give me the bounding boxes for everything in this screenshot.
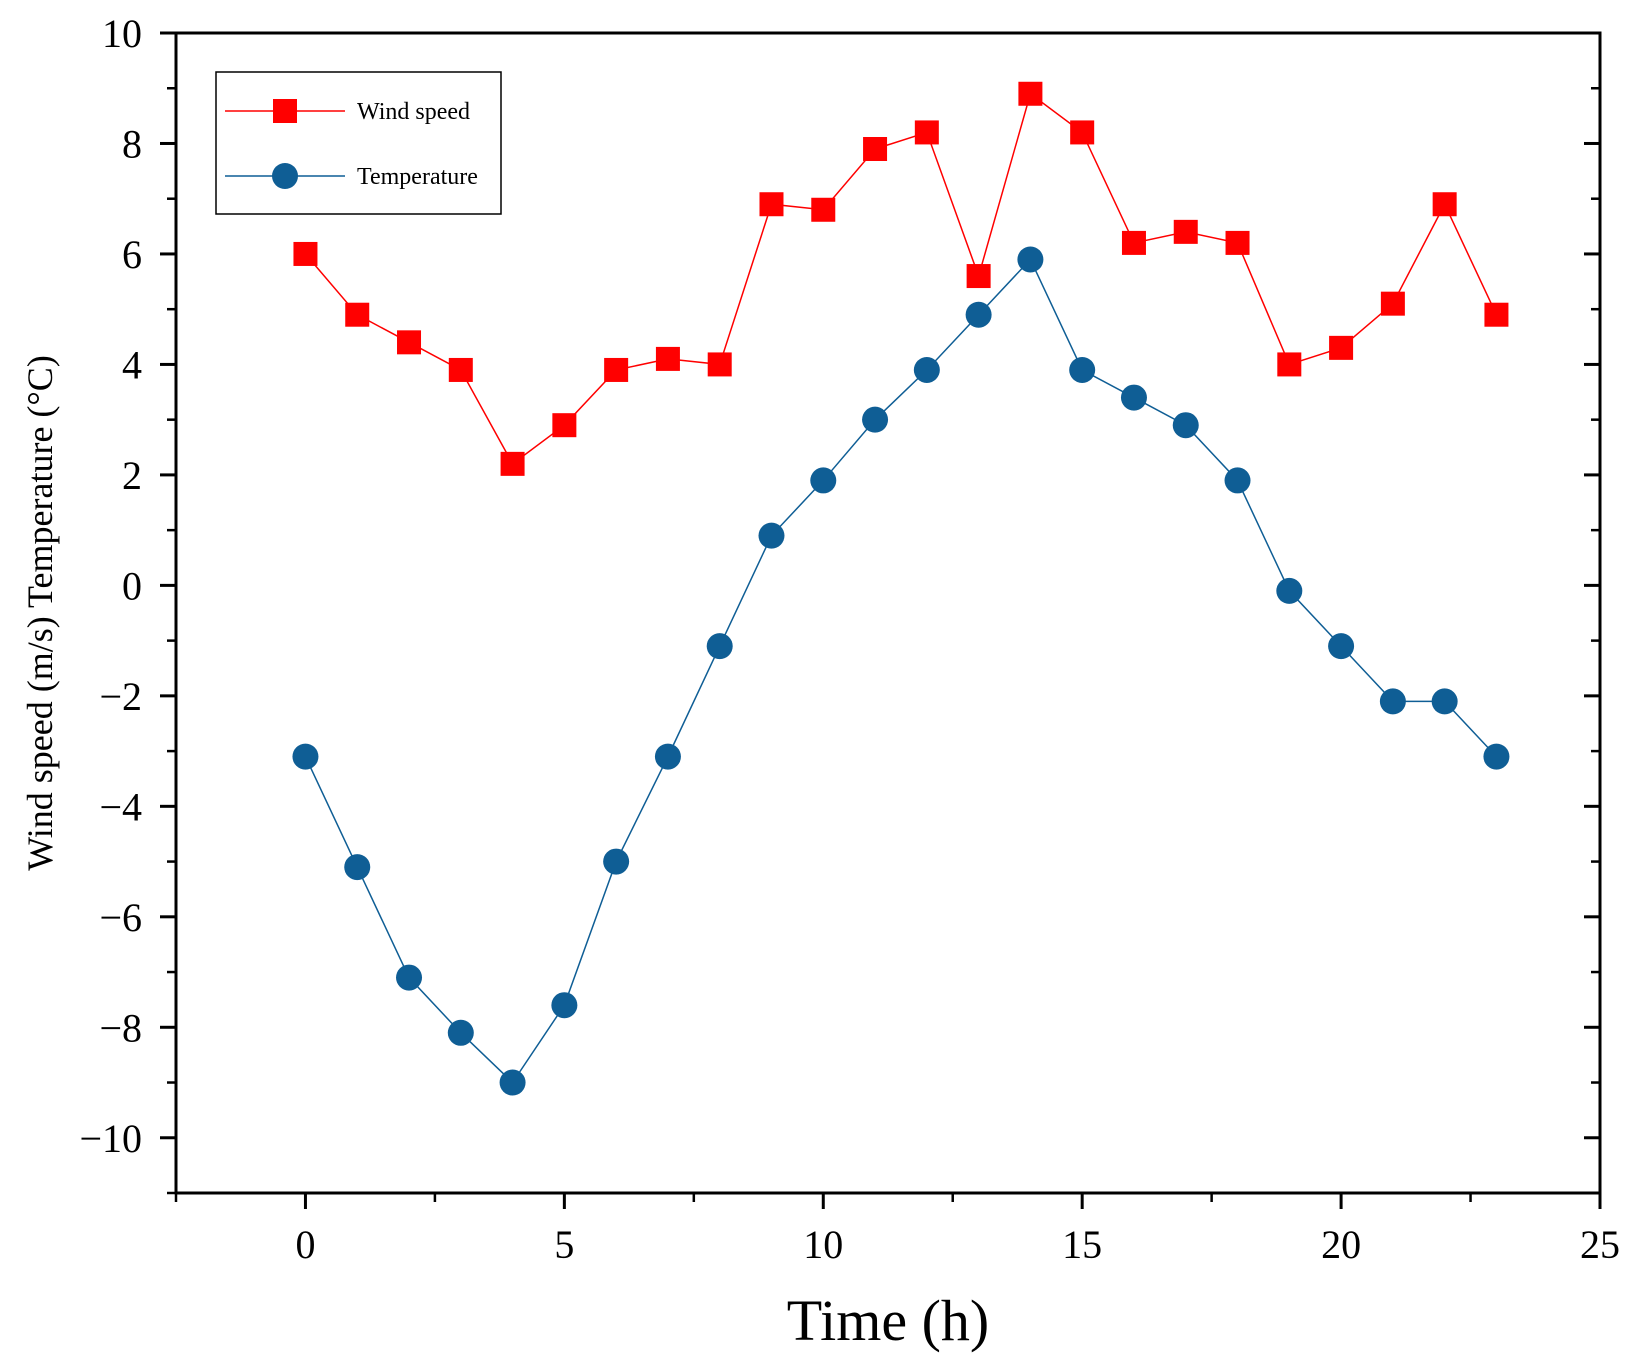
y-tick-label: −6 [99, 895, 142, 940]
series-line-temperature [304, 258, 1497, 1084]
temperature-point [654, 743, 681, 770]
legend-wind-marker [273, 99, 297, 123]
wind-speed-point [1225, 230, 1250, 255]
legend-wind-label: Wind speed [357, 99, 470, 125]
legend: Wind speed Temperature [215, 71, 502, 215]
wind-speed-point [604, 357, 629, 382]
minor-ticks [167, 86, 1600, 1202]
wind-speed-point [448, 357, 473, 382]
wind-speed-point [293, 241, 318, 266]
y-tick-label: 6 [122, 232, 142, 277]
wind-speed-point [707, 352, 732, 377]
temperature-point [810, 467, 837, 494]
series-lines [304, 92, 1498, 1084]
wind-speed-point [552, 413, 577, 438]
temperature-point [551, 992, 578, 1019]
temperature-point [1120, 384, 1147, 411]
temperature-point [706, 633, 733, 660]
temperature-point [1224, 467, 1251, 494]
y-tick-label: 0 [122, 563, 142, 608]
temperature-point [447, 1019, 474, 1046]
x-tick-label: 15 [1062, 1222, 1102, 1267]
temperature-point [1276, 577, 1303, 604]
plot-frame [174, 31, 1602, 1195]
y-tick-label: 10 [102, 11, 142, 56]
y-tick-label: −8 [99, 1005, 142, 1050]
y-axis-title: Wind speed (m/s) Temperature (°C) [20, 355, 60, 871]
wind-speed-point [655, 346, 680, 371]
wind-speed-point [1277, 352, 1302, 377]
temperature-point [1379, 688, 1406, 715]
wind-speed-point [1380, 291, 1405, 316]
wind-speed-point [1329, 335, 1354, 360]
temperature-point [292, 743, 319, 770]
y-tick-label: −4 [99, 784, 142, 829]
legend-box [215, 71, 502, 215]
temperature-point [1017, 246, 1044, 273]
wind-speed-point [1121, 230, 1146, 255]
wind-speed-point [1070, 120, 1095, 145]
temperature-point [603, 848, 630, 875]
x-tick-label: 5 [554, 1222, 574, 1267]
wind-speed-point [397, 330, 422, 355]
y-axis-ticks: 10 8 6 4 2 0 −2 −4 −6 −8 −10 [79, 11, 1600, 1161]
x-tick-label: 10 [803, 1222, 843, 1267]
x-tick-label: 20 [1321, 1222, 1361, 1267]
x-axis-title: Time (h) [787, 1288, 990, 1353]
y-tick-label: 8 [122, 121, 142, 166]
wind-speed-point [1432, 192, 1457, 217]
temperature-point [344, 854, 371, 881]
y-tick-label: −10 [79, 1116, 142, 1161]
x-tick-label: 25 [1580, 1222, 1620, 1267]
wind-speed-point [811, 197, 836, 222]
wind-speed-point [345, 302, 370, 327]
wind-speed-point [500, 451, 525, 476]
series-markers [292, 81, 1510, 1096]
x-axis-ticks: 0 5 10 15 20 25 [295, 1193, 1620, 1267]
temperature-point [1328, 633, 1355, 660]
temperature-point [1172, 412, 1199, 439]
wind-speed-point [1484, 302, 1509, 327]
wind-speed-point [914, 120, 939, 145]
temperature-point [396, 964, 423, 991]
wind-speed-point [966, 264, 991, 289]
temperature-point [1069, 356, 1096, 383]
y-tick-label: 2 [122, 453, 142, 498]
x-tick-label: 0 [295, 1222, 315, 1267]
temperature-point [913, 356, 940, 383]
y-tick-label: −2 [99, 674, 142, 719]
wind-speed-point [759, 192, 784, 217]
temperature-point [862, 406, 889, 433]
temperature-point [1431, 688, 1458, 715]
wind-speed-point [1173, 219, 1198, 244]
temperature-point [499, 1069, 526, 1096]
wind-speed-point [863, 137, 888, 161]
y-tick-label: 4 [122, 342, 142, 387]
wind-speed-point [1018, 81, 1043, 106]
temperature-point [758, 522, 785, 549]
temperature-point [965, 301, 992, 328]
legend-temp-marker [272, 163, 298, 189]
legend-temp-label: Temperature [357, 164, 478, 190]
temperature-point [1483, 743, 1510, 770]
